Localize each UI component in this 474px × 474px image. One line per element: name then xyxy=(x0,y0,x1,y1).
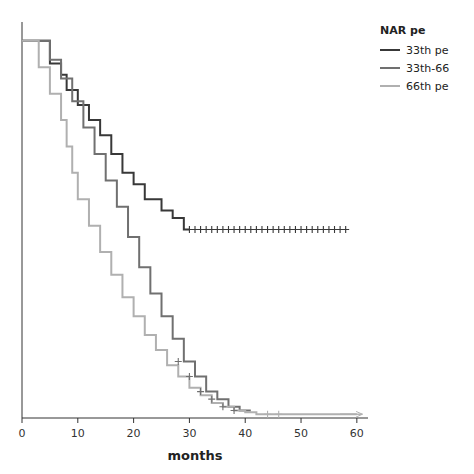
censor-mark xyxy=(175,358,182,365)
x-tick xyxy=(301,418,302,423)
legend-swatch xyxy=(380,85,400,87)
chart: 0 10 20 30 40 50 60 months NAR pe 33th pe 33th-66 6… xyxy=(0,0,474,474)
censor-mark xyxy=(342,226,349,233)
censor-mark xyxy=(186,373,193,380)
survival-curve xyxy=(22,41,357,414)
x-tick-label: 10 xyxy=(71,427,85,440)
x-tick xyxy=(356,418,357,423)
legend-swatch xyxy=(380,49,400,51)
x-tick-label: 30 xyxy=(182,427,196,440)
x-tick xyxy=(22,418,23,423)
x-tick-label: 40 xyxy=(238,427,252,440)
legend-label: 66th pe xyxy=(406,80,449,93)
censor-mark xyxy=(275,411,282,418)
legend-title: NAR pe xyxy=(380,24,425,37)
legend: NAR pe 33th pe 33th-66 66th pe xyxy=(380,24,449,93)
censor-mark xyxy=(264,411,271,418)
x-tick-label: 20 xyxy=(127,427,141,440)
x-axis-label: months xyxy=(168,448,223,463)
legend-label: 33th-66 xyxy=(406,62,449,75)
x-tick-label: 60 xyxy=(350,427,364,440)
plot-area xyxy=(22,41,362,418)
censor-arrow xyxy=(340,414,362,415)
x-axis-line xyxy=(22,418,368,419)
legend-label: 33th pe xyxy=(406,44,449,57)
x-tick xyxy=(189,418,190,423)
x-tick xyxy=(77,418,78,423)
censor-mark xyxy=(197,388,204,395)
legend-swatch xyxy=(380,67,400,69)
censor-mark xyxy=(231,407,238,414)
y-axis-line xyxy=(22,22,23,418)
x-tick xyxy=(245,418,246,423)
survival-curve xyxy=(22,41,251,411)
censor-mark xyxy=(208,396,215,403)
x-tick xyxy=(133,418,134,423)
survival-curve xyxy=(22,41,189,230)
background xyxy=(0,0,474,474)
x-tick-label: 50 xyxy=(294,427,308,440)
x-tick-label: 0 xyxy=(19,427,26,440)
censor-mark xyxy=(219,403,226,410)
